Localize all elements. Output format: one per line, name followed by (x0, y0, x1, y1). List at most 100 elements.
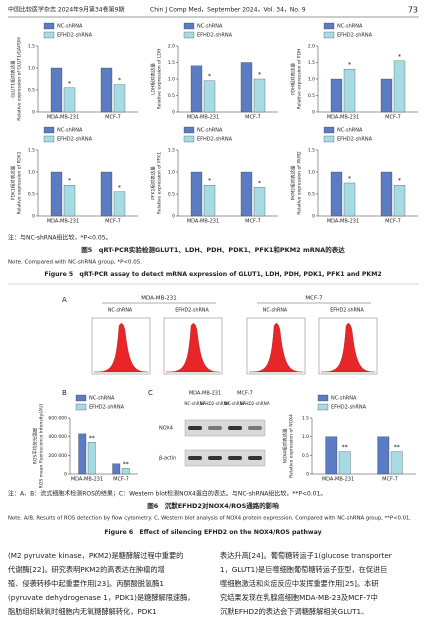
bar (50, 67, 63, 113)
x-tick-label: MCF-7 (105, 219, 121, 225)
caption-cn: 图5 qRT-PCR实验检测GLUT1、LDH、PDH、PDK1、PFK1和PK… (81, 245, 345, 254)
y-tick-label: 2.0 (308, 44, 315, 50)
bar (121, 468, 130, 475)
legend-label: NC-shRNA (57, 24, 83, 30)
y-axis-label: Relative expression of PDK1 (17, 151, 23, 214)
legend-swatch (43, 31, 55, 39)
y-axis-label: Relative expression of PFK1 (157, 152, 163, 214)
blot-band (188, 456, 202, 460)
caption-en: Figure 5 qRT-PCR assay to detect mRNA ex… (44, 271, 381, 278)
y-axis-label: PDK1相对表达量 (10, 165, 17, 200)
y-axis-label: PKM2相对表达量 (290, 165, 297, 200)
legend-label: NC-shRNA (337, 24, 363, 30)
legend-swatch (323, 22, 335, 30)
page-number: 73 (408, 6, 418, 15)
legend-label: EFHD2-shRNA (57, 137, 93, 143)
y-tick-label: 1.0 (308, 170, 315, 176)
x-tick-label: MCF-7 (385, 115, 401, 121)
x-tick-label: MCF-7 (113, 477, 129, 483)
x-tick-label: MCF-7 (382, 477, 398, 483)
y-tick-label: 0.5 (28, 88, 35, 94)
y-tick-label: 1.5 (168, 148, 175, 154)
bar (343, 68, 356, 113)
y-axis-label: Relative expression of LDH (157, 49, 163, 109)
x-tick-label: MCF-7 (105, 115, 121, 121)
legend-label: EFHD2-shRNA (89, 405, 125, 411)
x-tick-label: MDA-MB-231 (327, 219, 359, 225)
x-tick-label: MCF-7 (245, 115, 261, 121)
y-tick-label: 0.5 (28, 192, 35, 198)
y-tick-label: 0 (306, 472, 309, 478)
y-tick-label: 0 (32, 110, 35, 116)
bar (112, 463, 121, 475)
significance-mark: * (208, 178, 211, 185)
y-axis-label: Relative expression of GLUT1/GAPDH (17, 37, 23, 120)
body-line: 噬细胞激活和炎症反应中发挥重要作用[25]。本研 (220, 579, 379, 588)
x-tick-label: MDA-MB-231 (187, 219, 219, 225)
bar (240, 171, 253, 217)
y-tick-label: 1.5 (308, 148, 315, 154)
significance-mark: ** (394, 444, 400, 451)
significance-mark: * (258, 72, 261, 79)
note-en: Note. Compared with NC-shRNA group, *P<0… (8, 260, 142, 266)
body-line: 代谢酶[22]。研究表明PKM2的高表达在肿瘤的增 (8, 565, 165, 574)
significance-mark: * (208, 73, 211, 80)
y-tick-label: 0 (64, 472, 67, 478)
legend-label: NC-shRNA (89, 396, 115, 402)
y-tick-label: 1.5 (302, 416, 309, 422)
y-axis-label: ROS mean fluorescence intensity(AU) (39, 403, 45, 488)
bar (190, 171, 203, 217)
histogram (248, 323, 304, 373)
caption-en: Figure 6 Effect of silencing EFHD2 on th… (104, 529, 321, 536)
body-line: (pyruvate dehydrogenase 1，PDK1)是糖酵解限速酶， (8, 593, 194, 602)
bar (100, 67, 113, 113)
bar (330, 78, 343, 113)
bar (325, 436, 338, 475)
y-tick-label: 0.5 (168, 192, 175, 198)
blot-band (228, 456, 242, 460)
legend-swatch (75, 403, 87, 411)
body-line: 殖、侵袭转移中起重要作用[23]。丙酮酸脱氢酶1 (8, 579, 164, 588)
y-tick-label: 0 (32, 214, 35, 220)
legend-label: NC-shRNA (57, 128, 83, 134)
journal-en: Chin J Comp Med，September 2024，Vol. 34，N… (150, 7, 306, 14)
note-cn: 注：与NC-shRNA组比较，*P<0.05。 (8, 234, 112, 242)
x-tick-label: MDA-MB-231 (47, 115, 79, 121)
bar (380, 78, 393, 113)
bar (240, 62, 253, 113)
significance-mark: * (258, 180, 261, 187)
sample-label: EFHD2-shRNA (330, 308, 364, 314)
blot-band (208, 456, 222, 460)
blot-lane: NC-shRNA (184, 401, 205, 406)
x-tick-label: MDA-MB-231 (71, 477, 103, 483)
legend-label: EFHD2-shRNA (331, 405, 367, 411)
y-tick-label: 0 (172, 110, 175, 116)
legend-label: NC-shRNA (197, 24, 223, 30)
blot-lane: EFHD2-shRNA (240, 401, 269, 406)
histogram (320, 323, 376, 373)
y-tick-label: 1.0 (28, 66, 35, 72)
blot-group: MDA-MB-231 (189, 391, 221, 397)
x-tick-label: MCF-7 (245, 219, 261, 225)
legend-swatch (43, 126, 55, 134)
legend-swatch (183, 31, 195, 39)
panel-label: B (62, 389, 67, 397)
y-tick-label: 1.0 (28, 170, 35, 176)
bar (253, 78, 266, 113)
legend-swatch (317, 394, 329, 402)
significance-mark: * (68, 80, 71, 87)
y-tick-label: 0.5 (308, 93, 315, 99)
legend-swatch (75, 394, 87, 402)
body-line: 沉默EFHD2的表达会下调糖酵解相关GLUT1、 (220, 607, 368, 616)
blot-band (248, 426, 262, 430)
legend-swatch (317, 403, 329, 411)
bar (380, 171, 393, 217)
bar (113, 191, 126, 217)
y-axis-label: Relative expression of PKM2 (297, 151, 303, 215)
x-tick-label: MDA-MB-231 (327, 115, 359, 121)
significance-mark: * (398, 178, 401, 185)
blot-band (248, 456, 262, 460)
sample-label: NC-shRNA (108, 308, 133, 314)
legend-swatch (43, 22, 55, 30)
y-tick-label: 1.5 (308, 60, 315, 66)
